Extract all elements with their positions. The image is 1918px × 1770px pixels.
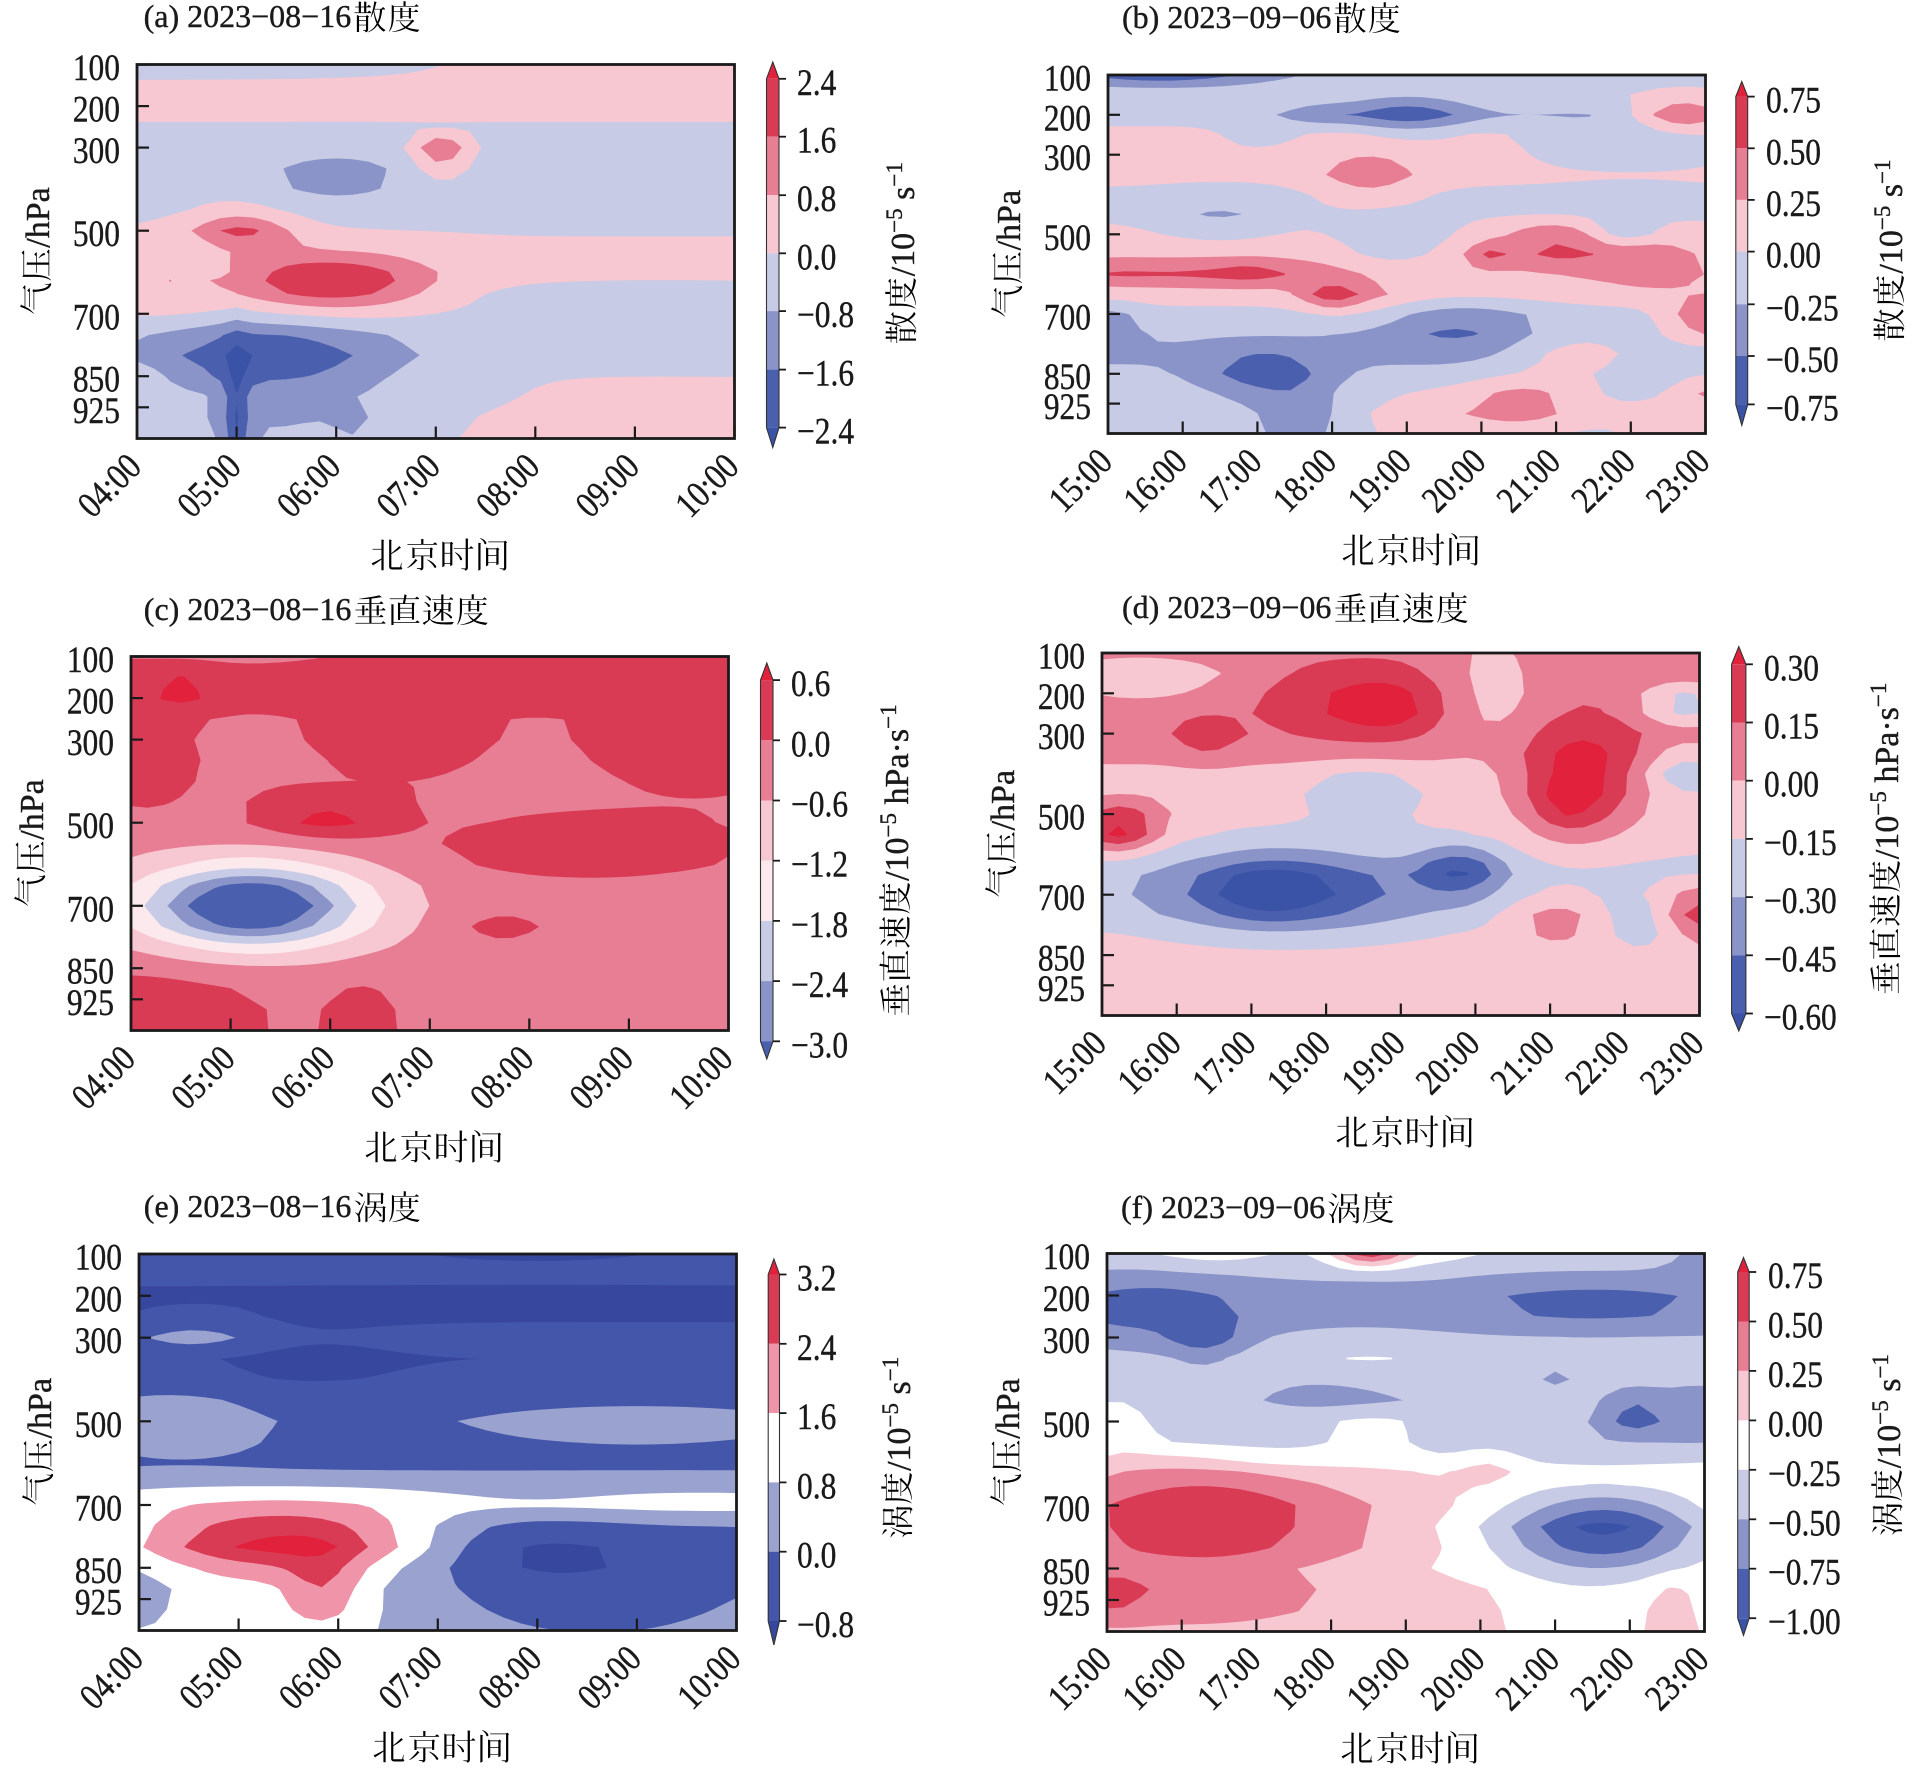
svg-text:−1.8: −1.8: [791, 905, 848, 946]
svg-text:300: 300: [1043, 1321, 1090, 1362]
svg-text:925: 925: [1044, 387, 1091, 428]
svg-text:1.6: 1.6: [797, 120, 836, 161]
svg-text:300: 300: [1044, 138, 1091, 179]
svg-text:925: 925: [67, 982, 114, 1023]
svg-text:200: 200: [73, 89, 120, 130]
svg-text:−0.45: −0.45: [1764, 939, 1837, 980]
svg-text:3.2: 3.2: [797, 1258, 836, 1299]
svg-text:850: 850: [67, 951, 114, 992]
svg-text:−0.75: −0.75: [1766, 388, 1839, 429]
svg-text:925: 925: [1038, 968, 1085, 1009]
svg-text:0.15: 0.15: [1764, 706, 1819, 747]
svg-text:200: 200: [1043, 1279, 1090, 1320]
svg-text:/10−5 hPa·s−1: /10−5 hPa·s−1: [876, 704, 916, 880]
svg-text:/hPa: /hPa: [14, 779, 51, 839]
svg-text:0.30: 0.30: [1764, 648, 1819, 689]
svg-text:0.6: 0.6: [791, 664, 830, 705]
svg-text:300: 300: [73, 131, 120, 172]
svg-text:0.0: 0.0: [797, 1535, 836, 1576]
svg-text:0.8: 0.8: [797, 1466, 836, 1507]
svg-text:500: 500: [1038, 797, 1085, 838]
svg-text:500: 500: [67, 806, 114, 847]
svg-text:/hPa: /hPa: [20, 187, 57, 247]
svg-text:500: 500: [1044, 217, 1091, 258]
svg-text:500: 500: [73, 214, 120, 255]
svg-text:(a) 2023−08−16: (a) 2023−08−16: [144, 0, 352, 34]
svg-text:(b) 2023−09−06: (b) 2023−09−06: [1122, 0, 1331, 35]
svg-text:0.0: 0.0: [797, 237, 836, 278]
svg-text:100: 100: [1043, 1237, 1090, 1278]
svg-text:−0.75: −0.75: [1768, 1552, 1841, 1593]
svg-text:−1.00: −1.00: [1768, 1602, 1841, 1643]
svg-text:100: 100: [73, 48, 120, 89]
svg-text:200: 200: [75, 1279, 122, 1320]
svg-text:−0.60: −0.60: [1764, 997, 1837, 1038]
svg-text:925: 925: [1043, 1583, 1090, 1624]
svg-text:−0.15: −0.15: [1764, 823, 1837, 864]
svg-text:−0.50: −0.50: [1766, 340, 1839, 381]
svg-text:200: 200: [67, 681, 114, 722]
svg-text:0.8: 0.8: [797, 179, 836, 220]
svg-text:100: 100: [1038, 636, 1085, 677]
svg-text:1.6: 1.6: [797, 1397, 836, 1438]
svg-text:850: 850: [75, 1551, 122, 1592]
svg-text:0.00: 0.00: [1768, 1404, 1823, 1445]
svg-text:−3.0: −3.0: [791, 1025, 848, 1066]
svg-text:0.50: 0.50: [1766, 132, 1821, 173]
svg-text:0.75: 0.75: [1768, 1256, 1823, 1297]
svg-text:2.4: 2.4: [797, 62, 836, 103]
svg-text:300: 300: [67, 723, 114, 764]
svg-text:850: 850: [1038, 938, 1085, 979]
svg-text:200: 200: [1044, 98, 1091, 139]
svg-text:0.25: 0.25: [1766, 184, 1821, 225]
svg-text:500: 500: [75, 1404, 122, 1445]
svg-text:0.25: 0.25: [1768, 1355, 1823, 1396]
svg-text:0.75: 0.75: [1766, 80, 1821, 121]
svg-text:925: 925: [75, 1582, 122, 1623]
svg-text:−2.4: −2.4: [791, 965, 848, 1006]
svg-text:200: 200: [1038, 676, 1085, 717]
svg-text:700: 700: [75, 1488, 122, 1529]
svg-text:925: 925: [73, 390, 120, 431]
svg-text:/hPa: /hPa: [985, 770, 1022, 830]
svg-text:(c) 2023−08−16: (c) 2023−08−16: [144, 591, 352, 627]
svg-text:(f) 2023−09−06: (f) 2023−09−06: [1121, 1189, 1325, 1225]
svg-text:/hPa: /hPa: [990, 1378, 1027, 1438]
svg-text:700: 700: [1038, 878, 1085, 919]
svg-text:300: 300: [75, 1321, 122, 1362]
svg-text:850: 850: [1043, 1552, 1090, 1593]
svg-text:/10−5 s−1: /10−5 s−1: [878, 1357, 918, 1471]
svg-text:−0.6: −0.6: [791, 784, 848, 825]
svg-text:/hPa: /hPa: [991, 190, 1028, 250]
svg-text:−0.8: −0.8: [797, 1605, 854, 1646]
svg-text:−1.2: −1.2: [791, 844, 848, 885]
svg-text:−0.30: −0.30: [1764, 881, 1837, 922]
svg-text:−1.6: −1.6: [797, 353, 854, 394]
svg-text:700: 700: [1044, 297, 1091, 338]
svg-text:700: 700: [73, 297, 120, 338]
svg-text:0.00: 0.00: [1766, 235, 1821, 276]
svg-text:850: 850: [1044, 357, 1091, 398]
svg-text:100: 100: [1044, 58, 1091, 99]
svg-text:(d) 2023−09−06: (d) 2023−09−06: [1122, 589, 1331, 625]
svg-text:700: 700: [1043, 1489, 1090, 1530]
svg-text:100: 100: [75, 1237, 122, 1278]
svg-text:0.0: 0.0: [791, 724, 830, 765]
svg-text:100: 100: [67, 640, 114, 681]
svg-text:0.00: 0.00: [1764, 764, 1819, 805]
svg-text:−2.4: −2.4: [797, 411, 854, 452]
svg-text:−0.25: −0.25: [1766, 288, 1839, 329]
svg-text:−0.8: −0.8: [797, 295, 854, 336]
svg-text:0.50: 0.50: [1768, 1305, 1823, 1346]
svg-text:(e) 2023−08−16: (e) 2023−08−16: [144, 1188, 352, 1224]
svg-text:/hPa: /hPa: [22, 1378, 59, 1438]
svg-text:−0.25: −0.25: [1768, 1453, 1841, 1494]
svg-text:/10−5 hPa·s−1: /10−5 hPa·s−1: [1866, 683, 1906, 859]
svg-text:850: 850: [73, 359, 120, 400]
svg-text:300: 300: [1038, 717, 1085, 758]
svg-text:500: 500: [1043, 1405, 1090, 1446]
svg-text:−0.50: −0.50: [1768, 1503, 1841, 1544]
svg-text:2.4: 2.4: [797, 1327, 836, 1368]
svg-text:700: 700: [67, 889, 114, 930]
